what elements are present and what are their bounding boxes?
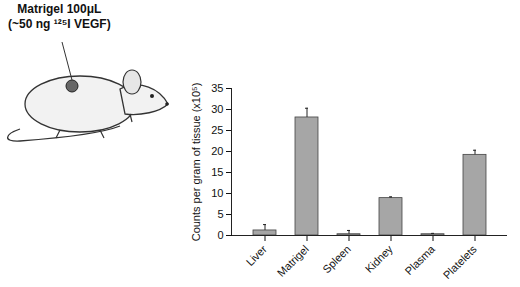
svg-text:Kidney: Kidney bbox=[363, 242, 396, 275]
svg-text:20: 20 bbox=[211, 145, 223, 157]
svg-text:30: 30 bbox=[211, 103, 223, 115]
svg-text:Matrigel: Matrigel bbox=[275, 243, 311, 279]
svg-text:15: 15 bbox=[211, 166, 223, 178]
svg-text:35: 35 bbox=[211, 82, 223, 94]
svg-text:0: 0 bbox=[217, 229, 223, 241]
svg-text:10: 10 bbox=[211, 187, 223, 199]
svg-text:Platelets: Platelets bbox=[441, 242, 480, 281]
svg-text:Plasma: Plasma bbox=[402, 242, 437, 277]
svg-text:25: 25 bbox=[211, 124, 223, 136]
html-text:(~50 ng ¹²⁵I VEGF): (~50 ng ¹²⁵I VEGF) bbox=[8, 17, 111, 31]
svg-text:5: 5 bbox=[217, 208, 223, 220]
svg-text:Liver: Liver bbox=[244, 243, 270, 269]
html-text:Matrigel 100μL: Matrigel 100μL bbox=[17, 2, 102, 16]
svg-text:Counts per gram of tissue (x10: Counts per gram of tissue (x10⁵) bbox=[190, 83, 202, 242]
svg-text:Spleen: Spleen bbox=[320, 243, 353, 276]
